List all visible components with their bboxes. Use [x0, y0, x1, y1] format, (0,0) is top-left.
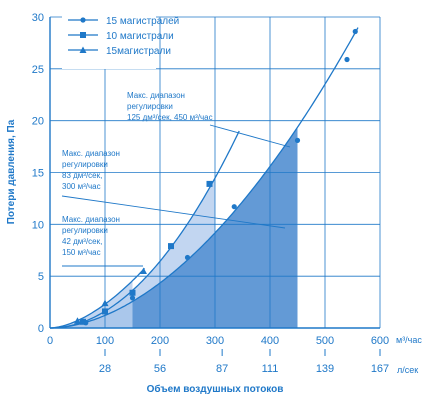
legend-marker-1	[80, 17, 86, 23]
data-point-s1-6	[344, 56, 350, 63]
x2-tick-label: 56	[154, 363, 166, 375]
data-point-s3-4	[140, 267, 147, 274]
region-leader-1	[209, 124, 291, 148]
region-label-1-line-1: Макс. диапазон	[127, 91, 185, 100]
data-point-s3-3	[101, 299, 109, 307]
region-label-3-line-4: 150 м³/час	[62, 248, 101, 257]
legend-background	[62, 13, 156, 69]
data-point-s2-2	[80, 318, 86, 325]
region-label-2-line-1: Макс. диапазон	[62, 149, 120, 158]
x-unit-primary: м³/час	[396, 335, 422, 345]
region-label-2-line-4: 300 м³/час	[62, 182, 101, 191]
series-line-1	[50, 27, 359, 329]
region-label-3-line-1: Макс. диапазон	[62, 215, 120, 224]
x-tick-label: 200	[151, 335, 169, 347]
operating-regions	[50, 127, 298, 328]
data-point-s2-4	[129, 289, 136, 296]
data-point-s1-2	[129, 295, 136, 301]
legend-label-3: 15магистрали	[106, 46, 171, 57]
region-label-3-line-2: регулировки	[62, 226, 108, 235]
legend-marker-3	[79, 46, 87, 53]
y-tick-label: 10	[32, 219, 44, 231]
x-tick-label: 400	[261, 335, 279, 347]
y-tick-label: 5	[38, 271, 44, 283]
y-tick-label: 0	[38, 323, 44, 335]
x2-tick-label: 167	[371, 363, 389, 375]
series-line-3	[49, 267, 146, 329]
y-tick-label: 15	[32, 168, 44, 180]
x2-tick-label: 87	[216, 363, 228, 375]
region-label-2-line-2: регулировки	[62, 160, 108, 169]
data-point-s2-3	[102, 308, 108, 315]
annotations: Макс. диапазон регулировки 125 дм³/сек, 45…	[61, 91, 291, 267]
x-tick-label: 0	[47, 335, 53, 347]
data-point-s2-5	[168, 243, 174, 250]
x-tick-label: 300	[206, 335, 224, 347]
region-label-1-line-3: 125 дм³/сек, 450 м³/час	[127, 113, 213, 122]
legend-label-2: 10 магистрали	[106, 31, 174, 42]
legend: 15 магистралей 10 магистрали 15магистрали	[62, 13, 179, 69]
data-point-s2-6	[206, 180, 213, 187]
series-markers	[74, 28, 358, 326]
y-tick-label: 30	[32, 12, 44, 24]
y-tick-label: 25	[32, 64, 44, 76]
x-axis-label: Объем воздушных потоков	[147, 383, 284, 395]
region-label-2-line-3: 83 дм³/сек,	[62, 171, 102, 180]
x2-tick-label: 28	[99, 363, 111, 375]
x2-tick-label: 139	[316, 363, 334, 375]
x-tick-label: 500	[316, 335, 334, 347]
y-tick-label: 20	[32, 116, 44, 128]
region-label-1-line-2: регулировки	[127, 102, 173, 111]
legend-marker-2	[80, 32, 86, 38]
x-tick-label: 600	[371, 335, 389, 347]
region-label-3-line-3: 42 дм³/сек,	[62, 237, 102, 246]
operating-region-1	[50, 127, 298, 328]
data-point-s3-2	[74, 317, 81, 324]
x-tick-label: 100	[96, 335, 114, 347]
x2-tick-label: 111	[262, 363, 279, 375]
x-unit-secondary: л/сек	[397, 365, 418, 375]
data-point-s1-5	[294, 137, 301, 143]
legend-label-1: 15 магистралей	[106, 16, 179, 27]
data-point-s1-3	[184, 254, 191, 261]
data-point-s1-4	[231, 204, 237, 210]
data-point-s1-7	[352, 28, 358, 35]
operating-region-3	[50, 280, 133, 328]
y-axis-label: Потери давления, Па	[6, 119, 17, 224]
region-leader-2	[61, 195, 286, 229]
